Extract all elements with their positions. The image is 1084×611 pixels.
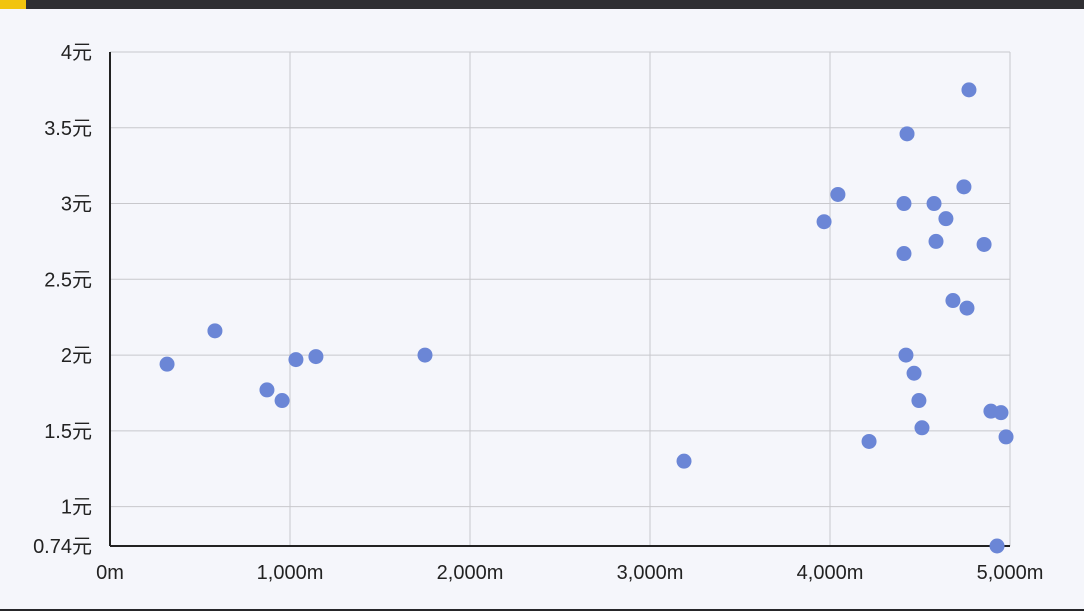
data-point: [259, 382, 275, 398]
y-tick-label: 2元: [61, 345, 92, 367]
x-tick-label: 5,000m: [977, 562, 1044, 584]
y-tick-label: 1.5元: [44, 421, 92, 443]
data-point: [998, 429, 1014, 445]
data-point: [993, 405, 1009, 421]
x-tick-label: 2,000m: [437, 562, 504, 584]
data-point: [830, 186, 846, 202]
data-point: [976, 236, 992, 252]
data-point: [899, 126, 915, 142]
x-tick-label: 0m: [96, 562, 124, 584]
grid-lines: [110, 51, 1011, 546]
data-points: [159, 82, 1014, 554]
x-tick-label: 1,000m: [257, 562, 324, 584]
data-point: [896, 246, 912, 262]
y-tick-label: 1元: [61, 497, 92, 519]
data-point: [159, 356, 175, 372]
data-point: [676, 453, 692, 469]
data-point: [914, 420, 930, 436]
data-point: [288, 352, 304, 368]
data-point: [945, 293, 961, 309]
data-point: [417, 347, 433, 363]
data-point: [926, 196, 942, 212]
top-bar: [0, 0, 1084, 9]
y-tick-label: 4元: [61, 42, 92, 64]
tick-labels: 0m 1,000m 2,000m 3,000m 4,000m 5,000m 0.74元 1元 1…: [33, 42, 1043, 584]
data-point: [961, 82, 977, 98]
x-tick-label: 4,000m: [797, 562, 864, 584]
data-point: [308, 349, 324, 365]
y-tick-label: 0.74元: [33, 536, 92, 558]
y-tick-label: 3.5元: [44, 118, 92, 140]
data-point: [816, 214, 832, 230]
data-point: [928, 233, 944, 249]
data-point: [906, 365, 922, 381]
data-point: [207, 323, 223, 339]
data-point: [861, 433, 877, 449]
data-point: [898, 347, 914, 363]
data-point: [911, 393, 927, 409]
data-point: [956, 179, 972, 195]
x-tick-label: 3,000m: [617, 562, 684, 584]
y-tick-label: 3元: [61, 194, 92, 216]
data-point: [896, 196, 912, 212]
top-bar-accent: [0, 0, 26, 9]
y-tick-label: 2.5元: [44, 269, 92, 291]
data-point: [959, 300, 975, 316]
axes: [109, 52, 1010, 547]
data-point: [938, 211, 954, 227]
data-point: [274, 393, 290, 409]
data-point: [989, 538, 1005, 554]
